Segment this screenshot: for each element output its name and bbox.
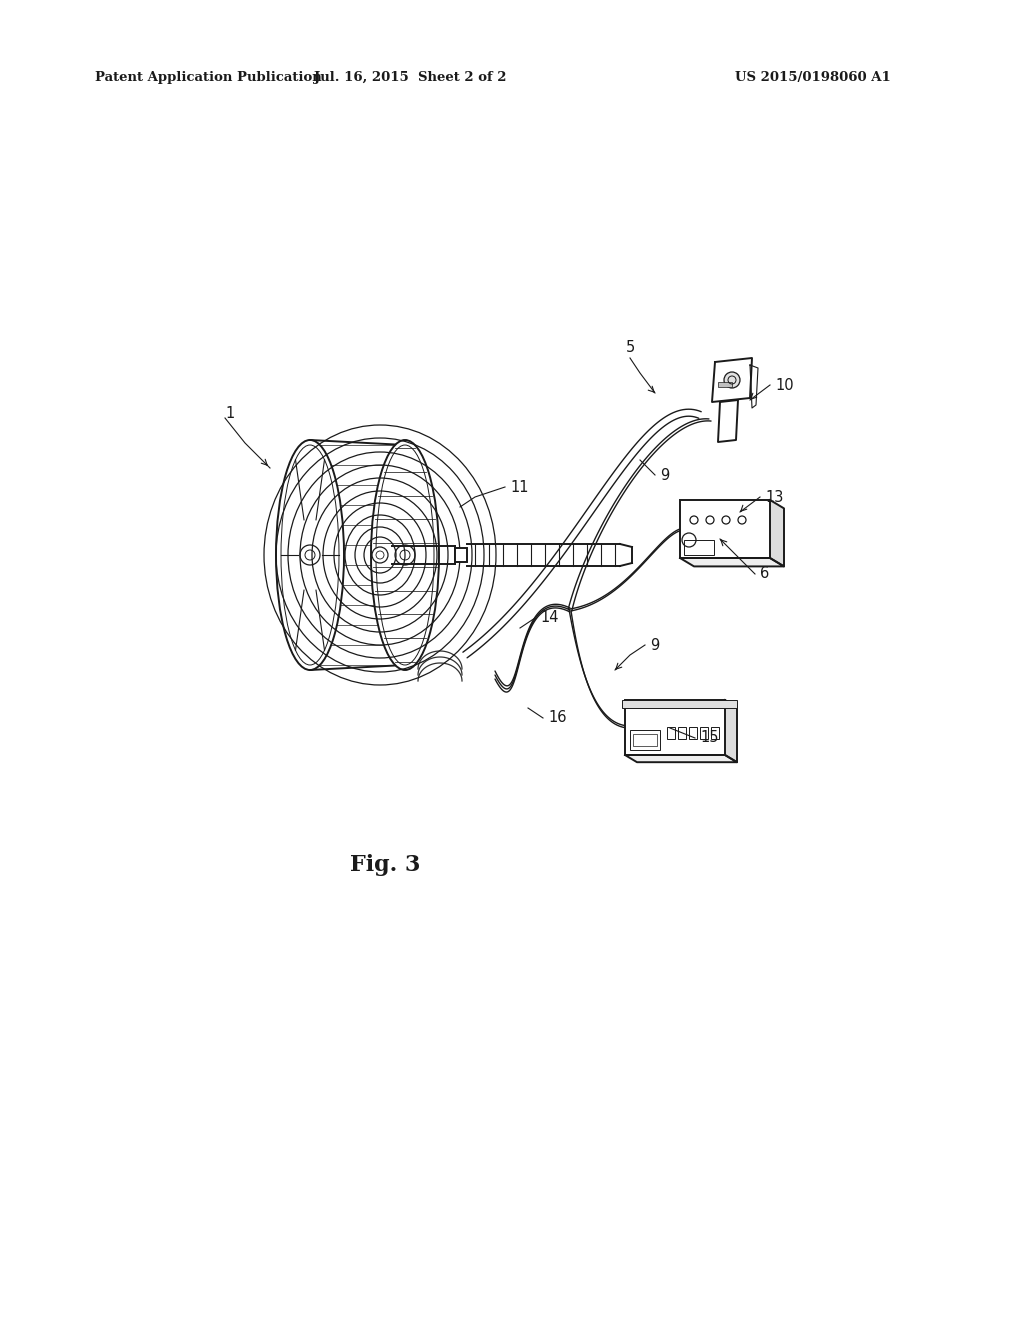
Text: 13: 13 [765, 490, 783, 504]
Text: 1: 1 [225, 405, 234, 421]
Bar [667, 727, 675, 739]
Bar [678, 727, 686, 739]
Polygon shape [770, 500, 784, 566]
Bar [684, 540, 714, 554]
Bar [718, 381, 732, 387]
Bar [633, 734, 657, 746]
Polygon shape [750, 366, 758, 408]
Text: US 2015/0198060 A1: US 2015/0198060 A1 [735, 71, 891, 84]
Bar [622, 700, 737, 708]
Polygon shape [718, 400, 738, 442]
Polygon shape [625, 755, 737, 762]
Ellipse shape [276, 440, 344, 671]
Polygon shape [680, 558, 784, 566]
Bar [625, 700, 725, 755]
Text: 6: 6 [760, 566, 769, 582]
Bar [680, 500, 770, 558]
Text: 9: 9 [660, 467, 670, 483]
Text: 11: 11 [510, 479, 528, 495]
Text: Fig. 3: Fig. 3 [350, 854, 420, 876]
Text: 16: 16 [548, 710, 566, 726]
Circle shape [300, 545, 319, 565]
Text: 15: 15 [700, 730, 719, 746]
Text: 14: 14 [540, 610, 558, 626]
Polygon shape [712, 358, 752, 403]
Bar [630, 730, 660, 750]
Text: 9: 9 [650, 638, 659, 652]
Circle shape [372, 546, 388, 564]
Polygon shape [725, 700, 737, 762]
Bar [711, 727, 719, 739]
Circle shape [724, 372, 740, 388]
Bar [700, 727, 708, 739]
Bar [689, 727, 697, 739]
Ellipse shape [371, 440, 439, 671]
Bar [455, 548, 467, 562]
Circle shape [395, 545, 415, 565]
Text: 5: 5 [626, 341, 635, 355]
Text: 10: 10 [775, 378, 794, 392]
Text: Jul. 16, 2015  Sheet 2 of 2: Jul. 16, 2015 Sheet 2 of 2 [313, 71, 506, 84]
Text: Patent Application Publication: Patent Application Publication [95, 71, 322, 84]
